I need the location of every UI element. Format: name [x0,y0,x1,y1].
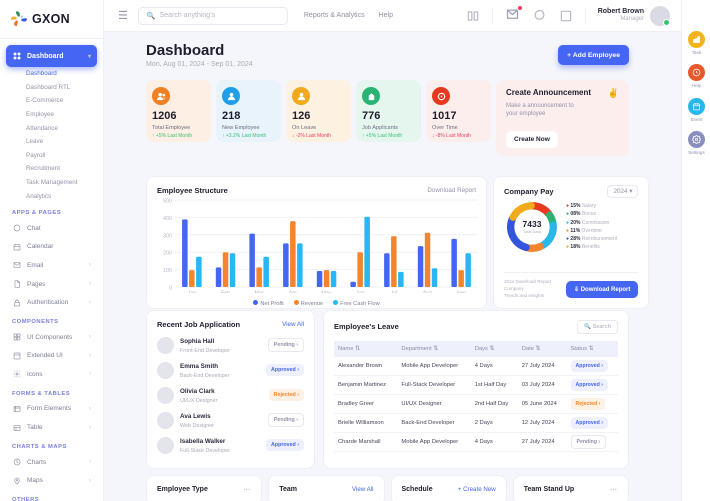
svg-text:May: May [321,290,331,293]
svg-text:Mar: Mar [255,290,264,293]
svg-text:100: 100 [163,268,172,274]
svg-text:Sep: Sep [456,290,466,293]
svg-text:Jul: Jul [390,290,397,293]
svg-text:Jan: Jan [187,290,196,293]
svg-text:0: 0 [169,285,172,291]
svg-text:Jun: Jun [356,290,365,293]
svg-text:500: 500 [163,198,172,204]
svg-text:Feb: Feb [221,290,230,293]
svg-text:200: 200 [163,250,172,256]
svg-text:400: 400 [163,216,172,222]
svg-text:Apr: Apr [289,290,298,293]
svg-text:Aug: Aug [423,290,433,293]
svg-text:300: 300 [163,233,172,239]
